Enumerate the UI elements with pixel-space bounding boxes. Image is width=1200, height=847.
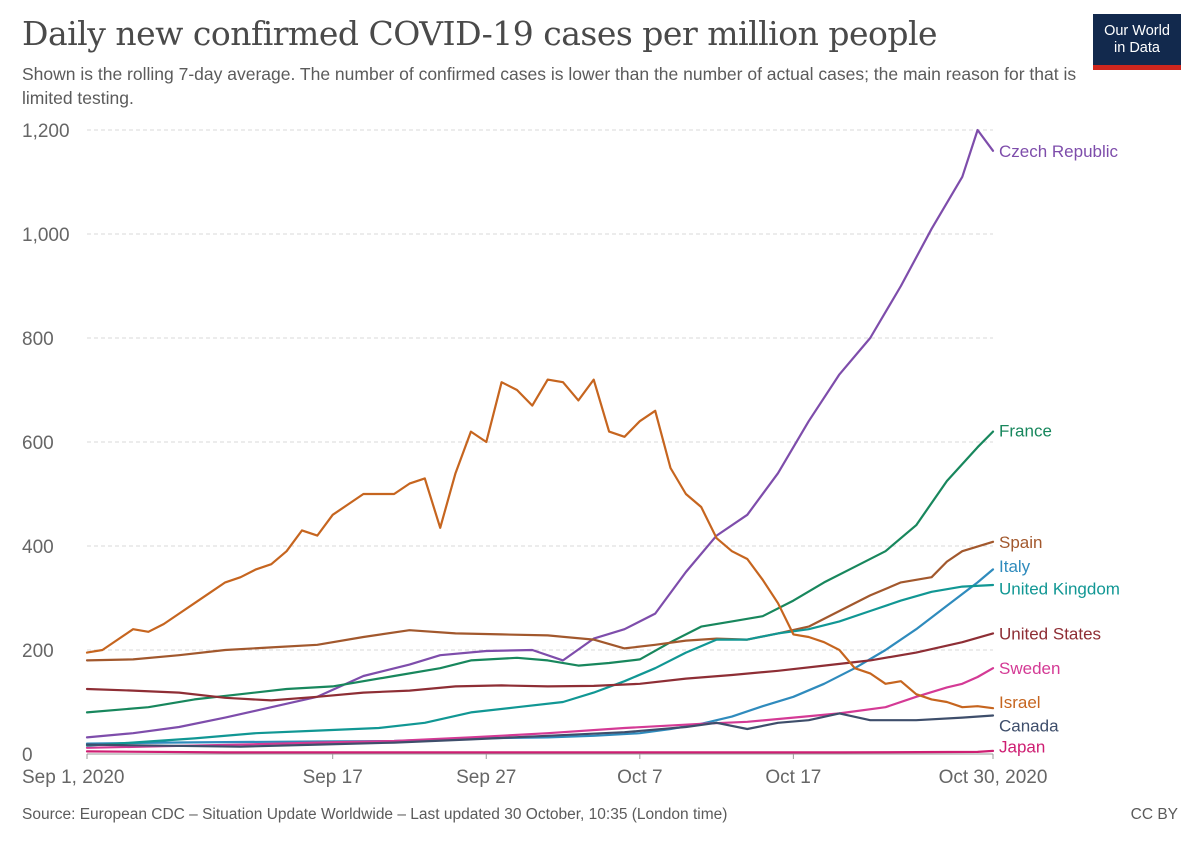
series-label: Italy xyxy=(999,557,1031,576)
series-label: France xyxy=(999,422,1052,441)
series-label: Czech Republic xyxy=(999,142,1119,161)
series-line xyxy=(85,632,995,702)
series-line xyxy=(85,749,995,754)
series-label: United States xyxy=(999,624,1101,643)
series-label: United Kingdom xyxy=(999,580,1120,599)
owid-logo[interactable]: Our World in Data xyxy=(1093,14,1181,70)
y-tick-label: 400 xyxy=(22,537,54,558)
x-tick-label: Oct 7 xyxy=(617,767,662,788)
y-tick-label: 1,200 xyxy=(22,121,70,142)
x-tick-label: Sep 17 xyxy=(303,767,363,788)
y-tick-label: 200 xyxy=(22,641,54,662)
series-label: Canada xyxy=(999,716,1059,735)
logo-line-1: Our World xyxy=(1104,23,1170,39)
y-tick-label: 800 xyxy=(22,329,54,350)
series-line xyxy=(85,540,995,662)
series-line xyxy=(85,128,995,739)
license-link[interactable]: CC BY xyxy=(1130,806,1178,823)
series-label: Spain xyxy=(999,533,1042,552)
logo-accent-bar xyxy=(1093,65,1181,70)
series-label: Israel xyxy=(999,693,1041,712)
x-tick-label: Oct 17 xyxy=(765,767,821,788)
series-line xyxy=(85,378,995,710)
chart-title: Daily new confirmed COVID-19 cases per m… xyxy=(22,14,938,53)
x-tick-label: Sep 1, 2020 xyxy=(22,767,124,788)
y-tick-label: 1,000 xyxy=(22,225,70,246)
series-line xyxy=(85,667,995,749)
series-label: Sweden xyxy=(999,659,1060,678)
series-line xyxy=(85,712,995,748)
chart-subtitle: Shown is the rolling 7-day average. The … xyxy=(22,64,1077,108)
y-tick-label: 0 xyxy=(22,745,33,766)
x-tick-label: Sep 27 xyxy=(456,767,516,788)
series-line xyxy=(85,430,995,714)
series-line xyxy=(85,583,995,747)
y-tick-label: 600 xyxy=(22,433,54,454)
logo-line-2: in Data xyxy=(1114,40,1160,56)
series-label: Japan xyxy=(999,738,1045,757)
x-tick-label: Oct 30, 2020 xyxy=(939,767,1048,788)
source-note[interactable]: Source: European CDC – Situation Update … xyxy=(22,806,728,823)
